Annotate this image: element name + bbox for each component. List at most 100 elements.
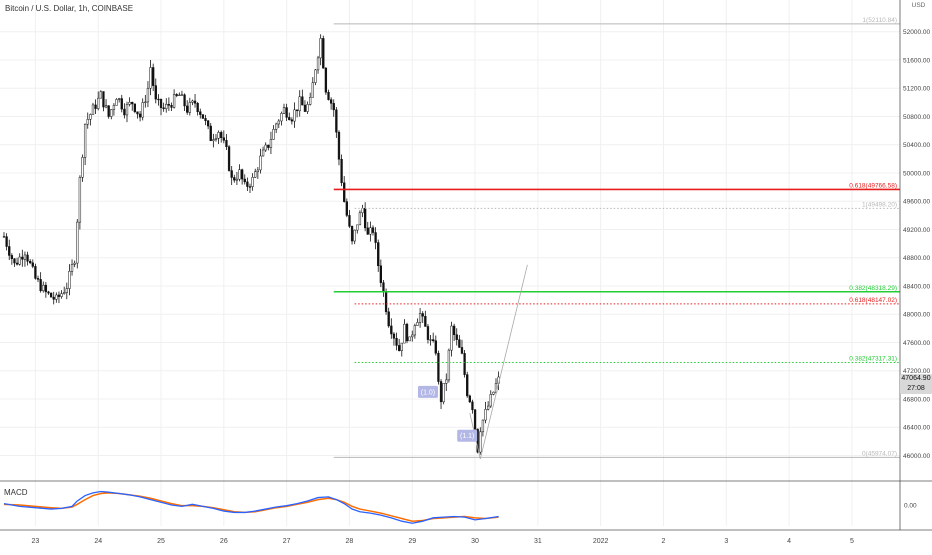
candle-body bbox=[468, 395, 471, 403]
price-tick-label: 50000.00 bbox=[903, 170, 930, 177]
date-tick-label: 29 bbox=[408, 538, 416, 545]
candle-body bbox=[240, 169, 244, 180]
candle-body bbox=[366, 227, 369, 235]
candle-body bbox=[201, 114, 205, 119]
candle-body bbox=[238, 169, 241, 180]
candle-body bbox=[18, 256, 21, 265]
candle-body bbox=[309, 97, 312, 105]
candle-body bbox=[68, 271, 71, 289]
price-tick-label: 52000.00 bbox=[903, 29, 930, 36]
candle-body bbox=[306, 104, 309, 112]
macd-line bbox=[3, 490, 499, 524]
candle-body bbox=[285, 107, 288, 118]
candle-body bbox=[492, 391, 495, 395]
candle-body bbox=[280, 113, 283, 122]
price-tick-label: 49600.00 bbox=[903, 199, 930, 206]
candle-body bbox=[369, 227, 372, 235]
candle-body bbox=[264, 144, 267, 151]
wave-label: (1.0) bbox=[421, 389, 435, 396]
candle-body bbox=[104, 105, 108, 108]
candle-body bbox=[395, 338, 398, 346]
date-tick-label: 26 bbox=[220, 538, 228, 545]
fib-level-label: 0.618(48147.02) bbox=[849, 297, 897, 304]
candle-body bbox=[186, 105, 189, 113]
candle-body bbox=[29, 260, 32, 264]
candle-body bbox=[267, 144, 270, 148]
candle-body bbox=[188, 102, 191, 113]
candle-body bbox=[39, 279, 42, 291]
candle-body bbox=[125, 104, 129, 116]
candle-body bbox=[65, 288, 68, 293]
candle-body bbox=[390, 325, 393, 335]
candle-body bbox=[269, 139, 273, 148]
projection bbox=[469, 264, 528, 460]
candle-body bbox=[337, 131, 341, 160]
candle-body bbox=[42, 284, 45, 291]
candle-body bbox=[235, 178, 239, 181]
candle-body bbox=[47, 291, 50, 294]
candle-body bbox=[233, 177, 236, 181]
candle-body bbox=[374, 232, 377, 243]
candle-body bbox=[400, 342, 403, 351]
candle-body bbox=[432, 339, 435, 341]
candle-body bbox=[371, 227, 375, 233]
candle-body bbox=[217, 132, 220, 139]
fibonacci-levels: 1(52110.84) 0.618(49766.58) 1(49498.20) 0.3… bbox=[333, 17, 900, 458]
candle-body bbox=[230, 170, 233, 178]
date-tick-label: 24 bbox=[94, 538, 102, 545]
candle-body bbox=[60, 293, 63, 297]
candle-body bbox=[49, 292, 53, 298]
candle-body bbox=[261, 149, 265, 157]
countdown: 27:08 bbox=[907, 384, 925, 392]
candle-body bbox=[63, 292, 66, 294]
candle-body bbox=[91, 104, 95, 115]
fib-level-label: 0.382(47317.31) bbox=[849, 355, 897, 362]
candle-body bbox=[44, 284, 48, 293]
candle-body bbox=[57, 294, 61, 297]
macd-label: MACD bbox=[4, 488, 28, 497]
price-tick-label: 49200.00 bbox=[903, 227, 930, 234]
candle-body bbox=[154, 85, 157, 100]
candle-body bbox=[26, 254, 29, 262]
price-tick-label: 48800.00 bbox=[903, 255, 930, 262]
candle-body bbox=[133, 103, 136, 113]
candle-body bbox=[416, 322, 419, 326]
candle-body bbox=[117, 98, 121, 100]
candle-body bbox=[128, 101, 131, 105]
date-tick-label: 25 bbox=[157, 538, 165, 545]
price-tick-label: 50400.00 bbox=[903, 142, 930, 149]
candle-body bbox=[311, 82, 314, 98]
candle-body bbox=[212, 139, 215, 142]
candle-body bbox=[384, 291, 388, 313]
candle-body bbox=[458, 339, 461, 348]
candle-body bbox=[324, 67, 328, 93]
candle-body bbox=[70, 264, 74, 272]
candle-body bbox=[361, 208, 364, 214]
candle-body bbox=[348, 215, 351, 227]
candle-body bbox=[83, 123, 87, 158]
date-tick-label: 3 bbox=[724, 538, 728, 545]
candle-body bbox=[335, 109, 338, 133]
price-tick-label: 47200.00 bbox=[903, 368, 930, 375]
price-tick-label: 46000.00 bbox=[903, 453, 930, 460]
candle-body bbox=[272, 129, 275, 140]
candle-body bbox=[167, 103, 171, 106]
candle-body bbox=[110, 109, 113, 117]
candle-body bbox=[89, 114, 92, 120]
candle-body bbox=[288, 117, 291, 120]
candle-body bbox=[204, 118, 207, 122]
price-tick-label: 48400.00 bbox=[903, 283, 930, 290]
date-tick-label: 4 bbox=[787, 538, 791, 545]
fib-level-label: 0.618(49766.58) bbox=[849, 182, 897, 189]
candle-body bbox=[251, 177, 254, 187]
candle-body bbox=[275, 123, 278, 130]
candle-body bbox=[10, 255, 14, 259]
candle-body bbox=[379, 265, 382, 283]
candle-body bbox=[303, 104, 307, 112]
candle-body bbox=[178, 94, 181, 97]
date-tick-label: 27 bbox=[283, 538, 291, 545]
candle-body bbox=[479, 431, 482, 453]
candle-body bbox=[76, 221, 79, 264]
candle-body bbox=[23, 254, 27, 260]
